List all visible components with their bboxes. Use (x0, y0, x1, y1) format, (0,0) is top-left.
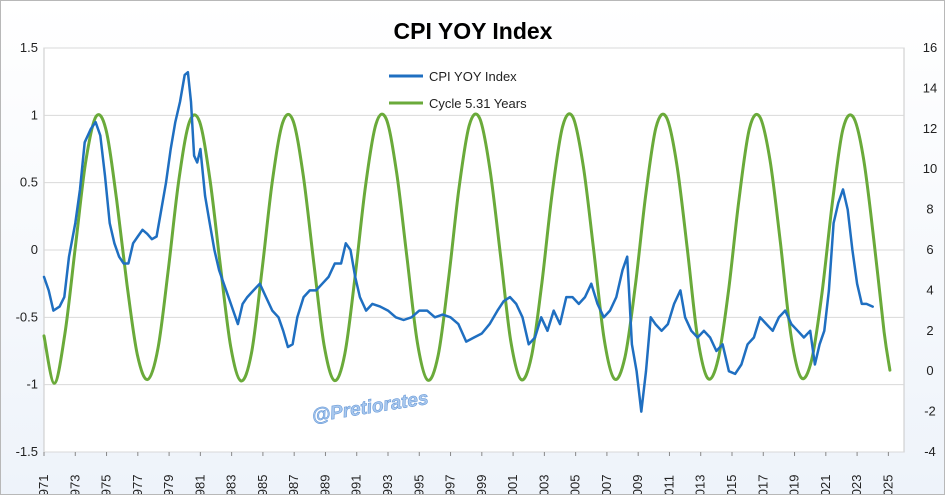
x-tick-label: 1991 (349, 475, 364, 494)
y-tick-label: -1 (26, 377, 38, 392)
x-tick-label: 2021 (818, 475, 833, 494)
x-tick-label: 2019 (787, 475, 802, 494)
x-tick-label: 1979 (161, 475, 176, 494)
y2-tick-label: 12 (923, 121, 937, 136)
y2-tick-label: 10 (923, 161, 937, 176)
x-tick-label: 1999 (474, 475, 489, 494)
y2-tick-label: 6 (926, 242, 933, 257)
x-tick-label: 2007 (599, 475, 614, 494)
x-tick-label: 1975 (99, 475, 114, 494)
y-tick-label: -1.5 (16, 444, 38, 459)
y2-tick-label: 2 (926, 323, 933, 338)
chart-title: CPI YOY Index (394, 18, 553, 44)
y-tick-label: 1 (31, 107, 38, 122)
x-tick-label: 1987 (286, 475, 301, 494)
y-tick-label: 0.5 (20, 175, 38, 190)
y2-tick-label: 4 (926, 282, 933, 297)
x-tick-label: 1993 (380, 475, 395, 494)
y-tick-label: 1.5 (20, 40, 38, 55)
x-tick-label: 1981 (192, 475, 207, 494)
x-tick-label: 1977 (130, 475, 145, 494)
x-tick-label: 2025 (880, 475, 895, 494)
x-tick-label: 2017 (755, 475, 770, 494)
y2-tick-label: 14 (923, 80, 937, 95)
series-layer (42, 70, 892, 413)
legend-label-cycle: Cycle 5.31 Years (429, 96, 527, 111)
series-line-cpi (42, 70, 874, 413)
x-tick-label: 1971 (36, 475, 51, 494)
x-tick-label: 2015 (724, 475, 739, 494)
x-axis: 1971 1973 1975 1977 1979 1981 1983 1985 1987 1989… (36, 452, 895, 494)
x-tick-label: 1997 (443, 475, 458, 494)
x-tick-label: 1985 (255, 475, 270, 494)
x-tick-label: 1983 (224, 475, 239, 494)
x-tick-label: 2005 (568, 475, 583, 494)
legend-label-cpi: CPI YOY Index (429, 69, 517, 84)
x-tick-label: 2011 (661, 475, 676, 494)
y2-tick-label: 8 (926, 202, 933, 217)
y2-tick-label: -4 (924, 444, 936, 459)
x-tick-label: 1973 (67, 475, 82, 494)
y-tick-label: -0.5 (16, 309, 38, 324)
x-tick-label: 2001 (505, 475, 520, 494)
series-line-cycle (42, 112, 892, 385)
x-tick-label: 2009 (630, 475, 645, 494)
x-tick-label: 1995 (411, 475, 426, 494)
x-tick-label: 2003 (536, 475, 551, 494)
x-tick-label: 2013 (693, 475, 708, 494)
y2-tick-label: 0 (926, 363, 933, 378)
x-tick-label: 2023 (849, 475, 864, 494)
x-tick-label: 1989 (317, 475, 332, 494)
legend: CPI YOY Index Cycle 5.31 Years (389, 69, 527, 111)
gridlines (44, 47, 904, 453)
y-axis-right: 16 14 12 10 8 6 4 2 0 -2 -4 (923, 40, 937, 459)
y2-tick-label: -2 (924, 404, 936, 419)
y-tick-label: 0 (31, 242, 38, 257)
y-axis-left: 1.5 1 0.5 0 -0.5 -1 -1.5 (16, 40, 38, 459)
y2-tick-label: 16 (923, 40, 937, 55)
